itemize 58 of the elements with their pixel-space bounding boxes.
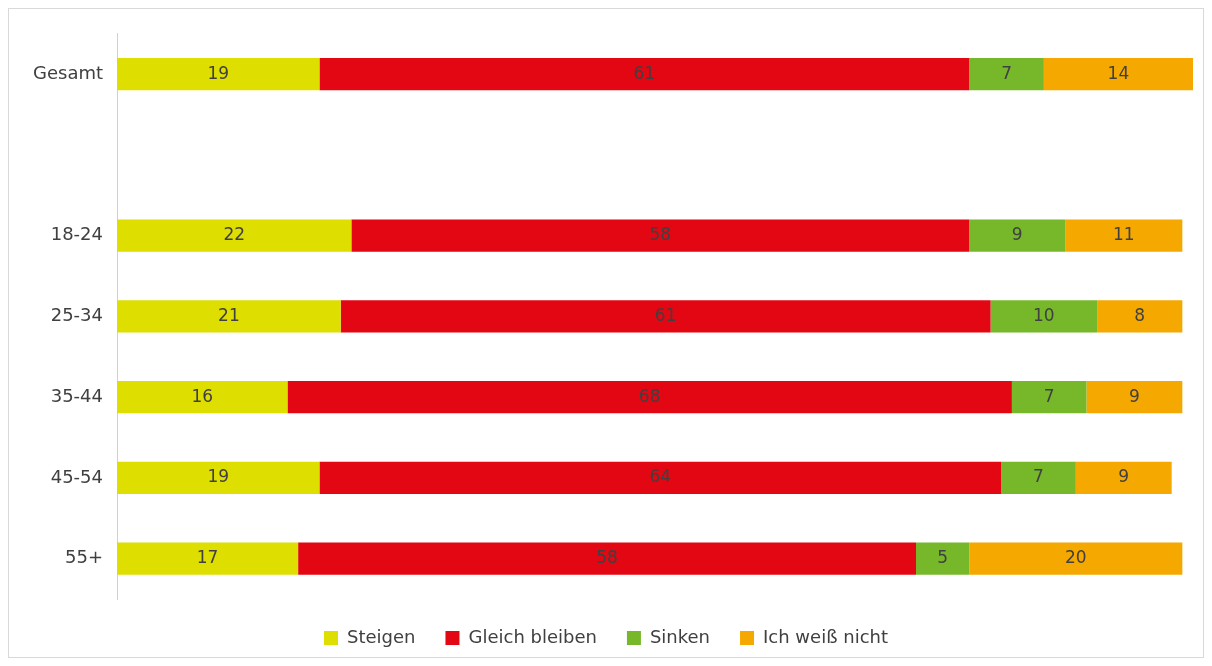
y-tick-label: Gesamt: [32, 61, 104, 83]
data-label: 22: [223, 224, 246, 245]
legend-label: Sinken: [649, 625, 711, 647]
bar: [117, 380, 288, 414]
bar: [319, 58, 970, 91]
bar: [117, 219, 352, 252]
data-label: 9: [1011, 224, 1023, 245]
bar: [916, 542, 970, 575]
bar: [990, 300, 1098, 333]
data-label: 10: [1033, 304, 1055, 325]
bar: [287, 380, 1012, 414]
bar: [117, 461, 320, 495]
bar: [1097, 300, 1183, 333]
bar: [117, 542, 299, 575]
data-label: 9: [1118, 466, 1130, 487]
y-tick-label: 45-54: [50, 465, 104, 487]
y-tick-label: 25-34: [50, 304, 104, 326]
bar: [1065, 219, 1183, 252]
bar: [319, 461, 1002, 495]
data-label: 61: [654, 304, 677, 325]
data-label: 7: [1001, 62, 1012, 83]
y-tick-label: 35-44: [50, 384, 104, 406]
bar: [969, 58, 1044, 91]
data-label: 7: [1043, 385, 1055, 406]
bar: [351, 219, 970, 252]
data-label: 9: [1128, 385, 1140, 406]
bar: [1086, 380, 1183, 414]
y-tick-label: 55+: [65, 546, 104, 568]
bar: [969, 542, 1183, 575]
data-label: 17: [196, 547, 219, 568]
data-label: 5: [937, 547, 949, 568]
data-label: 7: [1033, 466, 1044, 487]
data-label: 20: [1064, 547, 1087, 568]
bar: [298, 542, 917, 575]
data-label: 68: [638, 385, 661, 406]
data-label: 8: [1134, 304, 1146, 325]
legend-label: Gleich bleiben: [468, 625, 597, 647]
legend-label: Ich weiß nicht: [763, 625, 888, 647]
bar: [117, 58, 320, 91]
bar: [969, 219, 1066, 252]
data-label: 16: [191, 385, 214, 406]
y-tick-label: 18-24: [50, 223, 104, 245]
data-label: 61: [633, 62, 656, 83]
bar: [1075, 461, 1172, 495]
data-label: 19: [207, 466, 230, 487]
data-label: 11: [1112, 224, 1135, 245]
bar: [1043, 58, 1193, 91]
data-label: 14: [1107, 62, 1130, 83]
data-label: 19: [207, 62, 230, 83]
bar: [117, 300, 341, 333]
bar: [1001, 461, 1076, 495]
data-label: 21: [218, 304, 240, 325]
bar: [340, 300, 991, 333]
data-label: 58: [596, 547, 618, 568]
bar: [1011, 380, 1087, 414]
data-label: 58: [649, 224, 672, 245]
legend-label: Steigen: [347, 625, 416, 647]
data-label: 64: [649, 466, 672, 487]
